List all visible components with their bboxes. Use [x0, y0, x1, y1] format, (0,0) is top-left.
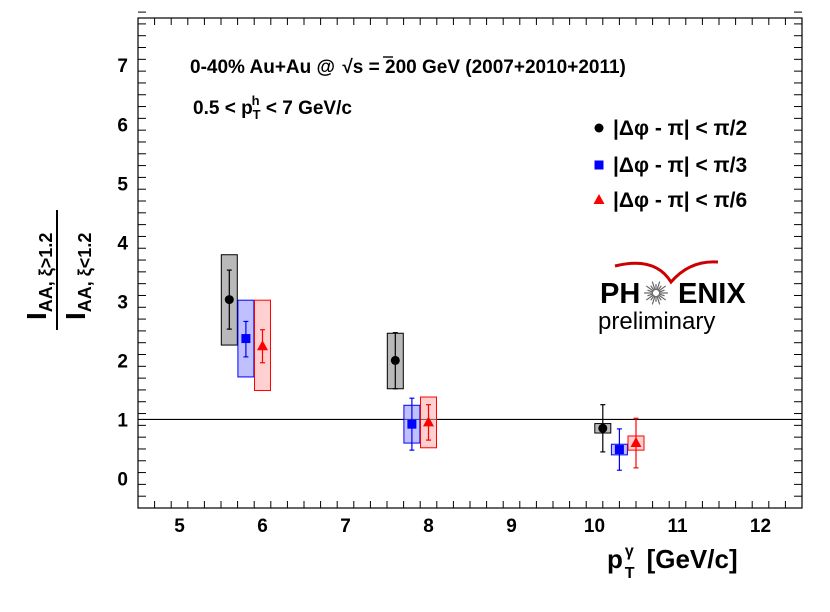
marker-circle-0: [224, 295, 234, 305]
x-tick-label: 5: [174, 516, 185, 537]
starburst-ray: [658, 285, 667, 292]
y-tick-label: 6: [117, 115, 128, 136]
x-tick-label: 8: [423, 516, 434, 537]
y-tick-label: 2: [117, 351, 128, 372]
starburst-ray: [658, 293, 665, 297]
y-tick-label: 5: [117, 174, 128, 195]
y-tick-label: 4: [117, 233, 128, 254]
marker-triangle-0: [257, 340, 268, 351]
legend-label-circle: |Δφ - π| < π/2: [613, 117, 747, 140]
starburst-ray: [647, 293, 654, 297]
marker-circle-1: [390, 355, 400, 365]
marker-triangle-2: [630, 437, 642, 448]
starburst-ray: [651, 295, 656, 305]
chart-subtitle: 0.5 < ph T < 7 GeV/c: [193, 93, 352, 122]
y-tick-label: 3: [117, 292, 128, 313]
x-tick-label: 6: [257, 516, 268, 537]
y-tick-label: 7: [117, 56, 128, 77]
x-axis-title: p γ T [GeV/c]: [607, 543, 738, 582]
starburst-ray: [645, 294, 654, 301]
starburst-ray: [656, 281, 661, 291]
marker-square-0: [241, 334, 251, 344]
marker-square-1: [407, 419, 417, 429]
logo-right: ENIX: [678, 278, 746, 310]
x-tick-label: 11: [667, 516, 688, 537]
marker-circle-2: [598, 423, 608, 433]
legend-label-triangle: |Δφ - π| < π/6: [613, 189, 747, 212]
x-tick-label: 9: [506, 516, 517, 537]
starburst-ray: [645, 285, 654, 292]
logo-left: PH: [600, 278, 640, 310]
x-tick-label: 10: [584, 516, 605, 537]
y-num-I: I: [21, 312, 52, 320]
starburst-ray: [647, 289, 654, 293]
axis-ticks: [137, 11, 803, 509]
starburst-ray: [656, 295, 661, 305]
legend-marker-square: [594, 160, 604, 170]
starburst-ray: [657, 295, 662, 301]
y-axis-title: IAA, ξ>1.2 IAA, ξ<1.2: [21, 210, 96, 330]
starburst-ray: [658, 289, 665, 293]
starburst-ray: [650, 295, 655, 301]
logo-preliminary: preliminary: [598, 308, 715, 335]
legend-marker-triangle: [593, 194, 605, 204]
phenix-logo: PH ENIX preliminary: [598, 260, 746, 335]
x-tick-label: 7: [340, 516, 351, 537]
data-markers: [224, 295, 642, 455]
y-den-I: I: [60, 312, 91, 320]
svg-text:IAA, ξ>1.2: IAA, ξ>1.2: [21, 233, 57, 320]
chart-title: 0-40% Au+Au @ √s = 200 GeV (2007+2010+20…: [190, 57, 626, 78]
marker-triangle-1: [423, 416, 434, 427]
svg-text:IAA, ξ<1.2: IAA, ξ<1.2: [60, 233, 96, 320]
starburst-icon: [644, 281, 668, 305]
x-tick-label: 12: [750, 516, 771, 537]
logo-arc: [614, 260, 719, 285]
legend: |Δφ - π| < π/2 |Δφ - π| < π/3 |Δφ - π| < π…: [593, 117, 747, 212]
legend-label-square: |Δφ - π| < π/3: [613, 154, 747, 177]
y-num-sub: AA, ξ>1.2: [36, 233, 57, 313]
starburst-ray: [651, 281, 656, 291]
y-tick-label: 0: [117, 469, 128, 490]
legend-marker-circle: [594, 123, 604, 133]
marker-square-2: [614, 445, 624, 455]
starburst-ray: [657, 285, 662, 291]
starburst-ray: [658, 294, 667, 301]
y-tick-label: 1: [117, 410, 128, 431]
starburst-ray: [650, 285, 655, 291]
y-den-sub: AA, ξ<1.2: [75, 233, 96, 313]
